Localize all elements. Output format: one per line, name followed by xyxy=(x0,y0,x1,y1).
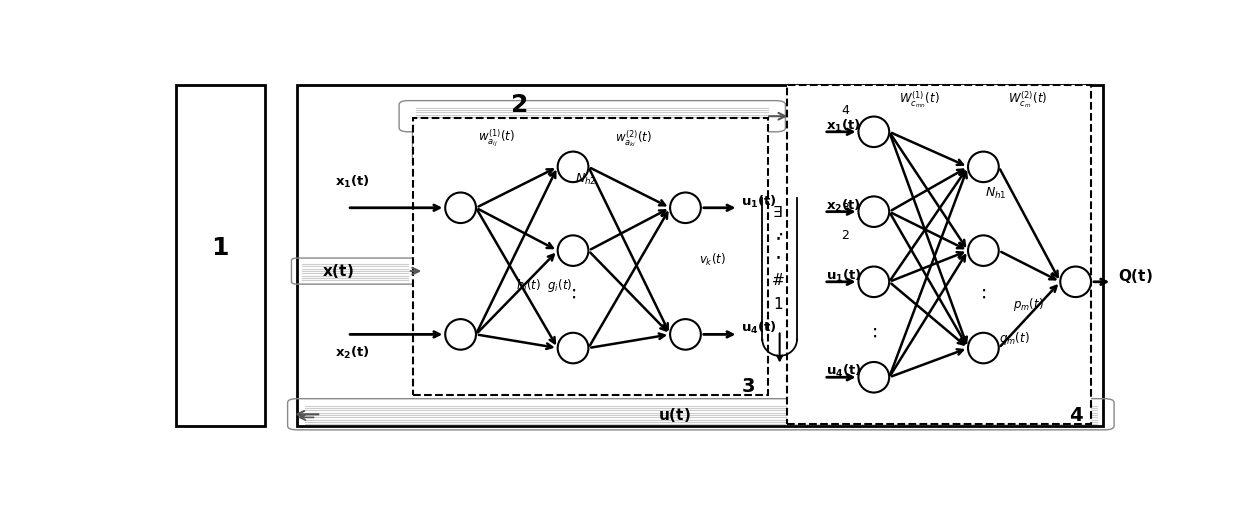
Text: $h_i(t)\ \ g_i(t)$: $h_i(t)\ \ g_i(t)$ xyxy=(516,277,573,294)
Text: 2: 2 xyxy=(841,228,849,241)
Text: 3: 3 xyxy=(743,376,755,395)
Text: $\cdot$: $\cdot$ xyxy=(570,287,577,307)
Text: $v_k(t)$: $v_k(t)$ xyxy=(699,251,725,268)
Ellipse shape xyxy=(968,153,998,183)
Ellipse shape xyxy=(858,362,889,393)
Text: $q_m(t)$: $q_m(t)$ xyxy=(998,329,1029,346)
Text: $\cdot$: $\cdot$ xyxy=(870,326,877,345)
Text: $\cdot$: $\cdot$ xyxy=(776,224,782,243)
Ellipse shape xyxy=(968,333,998,364)
Ellipse shape xyxy=(670,320,701,350)
Text: $N_{h2}$: $N_{h2}$ xyxy=(575,172,596,187)
Text: $W_{c_{mn}}^{(1)}(t)$: $W_{c_{mn}}^{(1)}(t)$ xyxy=(899,89,940,110)
Ellipse shape xyxy=(858,267,889,297)
Text: 1: 1 xyxy=(212,235,229,259)
Ellipse shape xyxy=(558,236,589,266)
Text: $w_{a_{ki}}^{(2)}(t)$: $w_{a_{ki}}^{(2)}(t)$ xyxy=(615,128,652,149)
Ellipse shape xyxy=(968,236,998,266)
FancyBboxPatch shape xyxy=(787,86,1091,424)
Text: 2: 2 xyxy=(511,92,529,117)
Text: $\mathbf{x_1(t)}$: $\mathbf{x_1(t)}$ xyxy=(335,174,370,190)
FancyBboxPatch shape xyxy=(413,119,768,395)
Text: $\cdot$: $\cdot$ xyxy=(570,281,577,299)
Text: $\mathbf{x_1(t)}$: $\mathbf{x_1(t)}$ xyxy=(826,118,861,133)
Ellipse shape xyxy=(445,193,476,224)
Text: $\cdot$: $\cdot$ xyxy=(775,228,781,247)
Text: 3: 3 xyxy=(841,202,849,215)
Text: $N_{h1}$: $N_{h1}$ xyxy=(985,185,1007,200)
Text: $W_{c_m}^{(2)}(t)$: $W_{c_m}^{(2)}(t)$ xyxy=(1008,89,1048,110)
Text: $\cdot$: $\cdot$ xyxy=(981,287,987,307)
Text: $1$: $1$ xyxy=(773,295,782,312)
Text: $\cdot$: $\cdot$ xyxy=(775,247,781,267)
Ellipse shape xyxy=(858,197,889,227)
Text: $\mathbf{x_2(t)}$: $\mathbf{x_2(t)}$ xyxy=(335,344,370,360)
Text: $\mathbf{u(t)}$: $\mathbf{u(t)}$ xyxy=(657,406,691,423)
Text: 4: 4 xyxy=(841,104,849,117)
Text: $\#$: $\#$ xyxy=(771,271,785,287)
Text: $\mathbf{x(t)}$: $\mathbf{x(t)}$ xyxy=(321,262,353,280)
FancyBboxPatch shape xyxy=(298,86,1102,426)
Ellipse shape xyxy=(558,333,589,364)
Text: $\mathbf{u_1(t)}$: $\mathbf{u_1(t)}$ xyxy=(826,267,862,283)
Text: $\mathbf{x_2(t)}$: $\mathbf{x_2(t)}$ xyxy=(826,197,861,213)
Text: $p_m(t)$: $p_m(t)$ xyxy=(1013,295,1044,313)
Ellipse shape xyxy=(670,193,701,224)
Ellipse shape xyxy=(1060,267,1091,297)
Text: 4: 4 xyxy=(1069,405,1083,424)
Ellipse shape xyxy=(858,117,889,148)
Text: $\mathbf{u_4(t)}$: $\mathbf{u_4(t)}$ xyxy=(742,320,777,336)
Text: $\mathbf{u_4(t)}$: $\mathbf{u_4(t)}$ xyxy=(826,363,862,379)
Ellipse shape xyxy=(445,320,476,350)
FancyBboxPatch shape xyxy=(176,86,264,426)
Text: $w_{a_{ij}}^{(1)}(t)$: $w_{a_{ij}}^{(1)}(t)$ xyxy=(477,128,515,149)
Text: $\cdot$: $\cdot$ xyxy=(981,281,987,299)
Text: $\mathbf{u_1(t)}$: $\mathbf{u_1(t)}$ xyxy=(742,193,777,210)
Text: $\exists$: $\exists$ xyxy=(773,205,782,220)
Text: $\cdot$: $\cdot$ xyxy=(870,320,877,338)
Text: $\mathbf{Q(t)}$: $\mathbf{Q(t)}$ xyxy=(1118,266,1153,284)
Ellipse shape xyxy=(558,153,589,183)
